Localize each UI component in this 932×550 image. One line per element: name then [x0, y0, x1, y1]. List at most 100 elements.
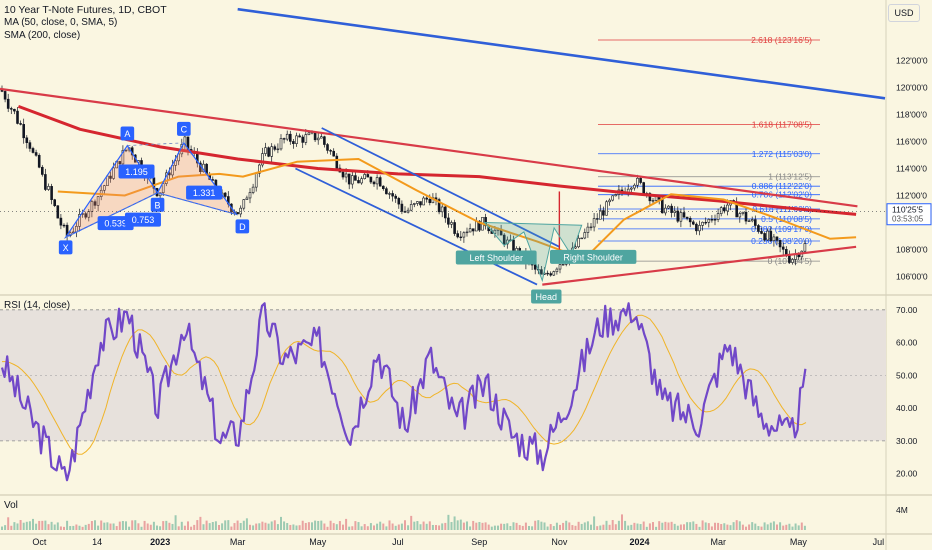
volume-bar — [655, 526, 658, 530]
volume-bar — [159, 526, 162, 530]
volume-bar — [180, 521, 183, 530]
volume-bar — [304, 522, 307, 530]
channel-top-line — [321, 127, 560, 248]
volume-bar — [639, 524, 642, 530]
volume-bar — [487, 524, 490, 530]
candle-body — [118, 161, 122, 165]
candle-body — [580, 237, 584, 240]
volume-bar — [106, 522, 109, 530]
volume-bar — [152, 521, 155, 530]
volume-bar — [125, 521, 127, 530]
candle-body — [16, 110, 19, 124]
rsi-signal-line — [2, 314, 807, 455]
volume-bar — [431, 524, 434, 530]
candle-body — [168, 172, 171, 176]
candle-body — [319, 136, 323, 139]
volume-bar — [701, 520, 704, 530]
candle-body — [493, 229, 497, 234]
candle-body — [654, 196, 658, 201]
volume-bar — [373, 525, 375, 530]
harmonic-point-label-bg — [120, 126, 135, 141]
volume-bar — [704, 522, 707, 530]
rsi-axis-tick: 20.00 — [896, 469, 918, 479]
candle-body — [254, 173, 258, 188]
candle-body — [505, 239, 509, 245]
candle-body — [264, 147, 267, 154]
candle-body — [766, 230, 770, 241]
candle-body — [372, 181, 376, 185]
volume-bar — [645, 526, 648, 530]
candle-body — [416, 201, 419, 204]
candle-body — [633, 184, 636, 189]
volume-bar — [38, 520, 41, 530]
volume-bar — [692, 521, 695, 530]
harmonic-ratio-line — [65, 192, 158, 238]
fib-level-label: 0.786 (112'02'0) — [752, 190, 812, 200]
volume-bar — [394, 525, 397, 530]
volume-bar — [323, 523, 326, 530]
candle-body — [763, 233, 766, 241]
volume-bar — [453, 516, 456, 530]
volume-bar — [357, 522, 360, 530]
candle-body — [462, 232, 466, 238]
volume-bar — [512, 522, 515, 530]
candle-body — [583, 232, 587, 239]
volume-bar — [611, 520, 614, 530]
volume-bar — [112, 523, 115, 530]
volume-bar — [521, 525, 524, 530]
volume-bar — [156, 525, 158, 530]
sma-legend[interactable]: SMA (200, close) — [4, 30, 81, 41]
candle-body — [357, 180, 360, 184]
descending-trendline — [0, 87, 858, 208]
candle-body — [688, 217, 692, 223]
volume-bar — [543, 522, 546, 530]
harmonic-ratio-label-bg — [124, 212, 161, 227]
head-label: Head — [536, 292, 558, 302]
volume-bar — [35, 523, 38, 530]
currency-button[interactable]: USD — [888, 4, 920, 22]
candle-body — [552, 271, 556, 276]
volume-bar — [565, 520, 568, 530]
volume-bar — [624, 520, 627, 530]
candle-body — [251, 186, 255, 193]
volume-bar — [121, 520, 124, 530]
volume-bar — [295, 525, 298, 530]
candle-body — [781, 246, 785, 250]
candle-body — [422, 197, 425, 206]
volume-bar — [698, 526, 701, 530]
volume-legend[interactable]: Vol — [4, 500, 18, 511]
ma-legend[interactable]: MA (50, close, 0, SMA, 5) — [4, 17, 118, 28]
volume-bar — [754, 523, 757, 530]
candle-body — [44, 174, 47, 190]
volume-bar — [379, 521, 382, 530]
candle-body — [19, 123, 22, 125]
candle-body — [295, 135, 298, 144]
volume-bar — [469, 526, 472, 530]
volume-bar — [44, 520, 47, 530]
volume-bar — [391, 523, 394, 530]
rsi-band — [0, 309, 886, 442]
volume-bar — [667, 522, 670, 530]
candle-body — [738, 213, 742, 218]
volume-bar — [289, 524, 292, 530]
volume-bar — [301, 520, 304, 530]
volume-bar — [459, 519, 462, 530]
time-axis-tick: Jul — [392, 537, 404, 547]
volume-bar — [273, 520, 276, 530]
candle-body — [502, 234, 506, 245]
rsi-axis-tick: 70.00 — [896, 305, 918, 315]
candle-body — [53, 199, 57, 207]
candle-body — [78, 214, 81, 227]
volume-bar — [679, 524, 682, 530]
candle-body — [360, 178, 363, 184]
candle-body — [428, 198, 432, 204]
candle-body — [90, 201, 94, 212]
candle-body — [760, 231, 763, 234]
candle-body — [459, 236, 463, 239]
axes: 122'00'0 120'00'0 118'00'0 116'00'0 114'00'0… — [0, 56, 932, 547]
rsi-legend[interactable]: RSI (14, close) — [4, 300, 71, 311]
candle-body — [50, 186, 53, 200]
candle-body — [236, 212, 239, 215]
rsi-lines — [0, 302, 807, 482]
volume-bar — [171, 523, 174, 530]
